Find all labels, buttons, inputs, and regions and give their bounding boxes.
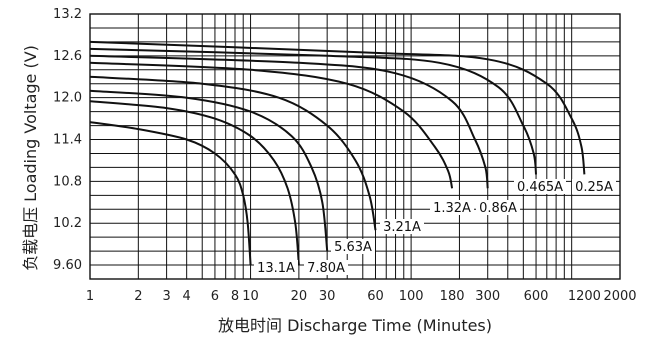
series-label-bg [304,260,348,275]
series-label-bg [254,260,298,275]
x-tick-label: 1200 [568,289,601,304]
x-tick-label: 2000 [603,289,636,304]
y-tick-label: 9.60 [53,258,82,273]
series-label-bg [380,219,424,234]
x-tick-label: 30 [319,289,336,304]
series-line [89,61,454,189]
x-tick-label: 1 [86,289,94,304]
series-label: 0.86A [479,201,517,216]
x-tick-labels: 1 2 3 4 6 8 10 20 30 60 100 180 300 600 1200 2000 [86,289,637,304]
series-label: 0.25A [575,180,613,195]
x-tick-label: 100 [399,289,424,304]
x-tick-label: 10 [242,289,259,304]
series-line [89,75,377,231]
series-line [89,47,537,175]
series-label: 1.32A [433,201,471,216]
x-tick-label: 600 [524,289,549,304]
x-tick-label: 2 [134,289,142,304]
series-line [89,89,329,252]
y-axis-title: 负载电压 Loading Voltage (V) [21,45,40,271]
series-label: 0.465A [517,180,563,195]
x-tick-label: 180 [440,289,465,304]
series-line [89,40,586,175]
x-axis-title: 放电时间 Discharge Time (Minutes) [218,316,492,335]
y-tick-label: 12.0 [53,91,82,106]
y-tick-label: 12.6 [53,49,82,64]
series-curves [89,40,586,266]
series-label-bg [331,239,375,254]
x-tick-label: 3 [162,289,170,304]
series-line [89,100,300,266]
series-line [89,54,489,189]
series-label-bg [514,179,566,194]
y-tick-label: 13.2 [53,7,82,22]
x-tick-label: 300 [475,289,500,304]
series-label: 13.1A [257,261,295,276]
series-label-bg [430,200,474,215]
grid [89,13,621,280]
series-label: 7.80A [307,261,345,276]
x-tick-label: 8 [231,289,239,304]
y-tick-label: 10.2 [53,216,82,231]
series-label: 3.21A [383,220,421,235]
plot-frame [89,13,621,280]
series-label: 5.63A [334,240,372,255]
y-tick-labels: 13.2 12.6 12.0 11.4 10.8 10.2 9.60 [53,7,82,273]
x-tick-label: 20 [291,289,308,304]
series-label-bg [572,179,616,194]
y-tick-label: 10.8 [53,174,82,189]
x-tick-label: 4 [183,289,191,304]
series-line [89,121,252,266]
series-label-bg [476,200,520,215]
x-tick-label: 6 [211,289,219,304]
y-tick-label: 11.4 [53,133,82,148]
x-tick-label: 60 [367,289,384,304]
